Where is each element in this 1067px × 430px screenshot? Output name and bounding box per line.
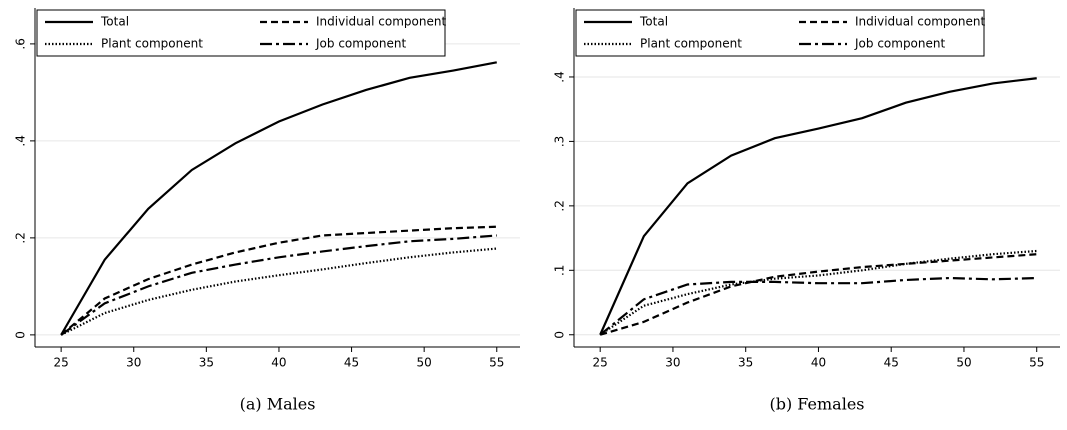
x-tick-label: 55 <box>489 356 504 370</box>
x-tick-label: 40 <box>811 356 826 370</box>
x-tick-label: 30 <box>126 356 141 370</box>
line <box>599 276 1037 336</box>
y-tick-label: 0 <box>14 331 28 339</box>
x-tick-label: 50 <box>417 356 432 370</box>
legend-label: Plant component <box>640 37 742 51</box>
line <box>60 234 497 336</box>
line <box>60 61 497 336</box>
y-tick-label: .4 <box>553 71 567 82</box>
x-tick-label: 45 <box>344 356 359 370</box>
x-tick-label: 35 <box>738 356 753 370</box>
legend-box <box>575 9 985 57</box>
chart-panel: 0 .2 .4 .6 25 30 35 40 45 50 55 Total Individual com… <box>14 8 520 414</box>
x-tick-label: 40 <box>271 356 286 370</box>
legend-box <box>36 9 446 57</box>
x-tick-label: 50 <box>956 356 971 370</box>
caption: (a) Males <box>240 395 316 414</box>
y-tick-label: .6 <box>14 38 28 49</box>
line <box>60 225 497 336</box>
x-tick-label: 25 <box>53 356 68 370</box>
y-tick-label: .2 <box>14 232 28 243</box>
legend-label: Individual component <box>855 15 985 29</box>
chart-panel: 0 .1 .2 .3 .4 25 30 35 40 45 50 55 Total Individual c… <box>553 8 1060 414</box>
line <box>599 253 1037 336</box>
y-tick-label: .2 <box>553 200 567 211</box>
legend-label: Individual component <box>316 15 446 29</box>
y-tick-label: .1 <box>553 265 567 276</box>
x-tick-label: 55 <box>1029 356 1044 370</box>
x-tick-label: 25 <box>593 356 608 370</box>
y-tick-label: 0 <box>553 331 567 339</box>
legend-label: Total <box>100 15 129 29</box>
x-tick-label: 35 <box>199 356 214 370</box>
line <box>60 247 497 336</box>
x-tick-label: 45 <box>884 356 899 370</box>
legend-label: Job component <box>315 37 406 51</box>
y-tick-label: .3 <box>553 136 567 147</box>
legend-label: Total <box>639 15 668 29</box>
line <box>599 77 1037 336</box>
y-tick-label: .4 <box>14 135 28 146</box>
x-tick-label: 30 <box>665 356 680 370</box>
legend-label: Job component <box>854 37 945 51</box>
legend-label: Plant component <box>101 37 203 51</box>
caption: (b) Females <box>769 395 864 414</box>
